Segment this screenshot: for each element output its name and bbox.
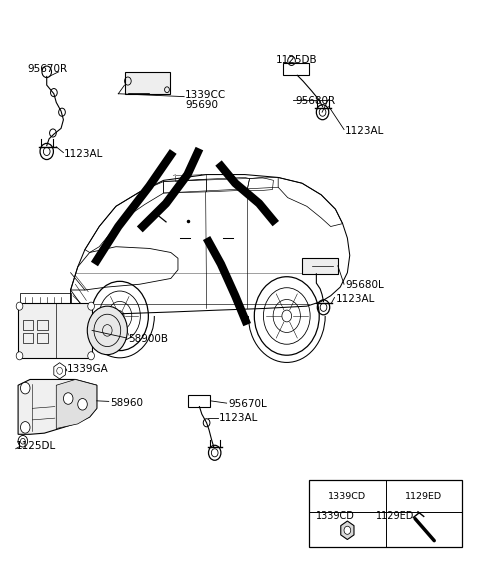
Text: 1129ED: 1129ED — [376, 512, 414, 521]
FancyBboxPatch shape — [302, 258, 338, 274]
Bar — [23, 320, 34, 331]
Text: 1123AL: 1123AL — [63, 150, 103, 160]
Circle shape — [88, 302, 95, 310]
Text: 1125DL: 1125DL — [16, 441, 56, 451]
Circle shape — [63, 393, 73, 404]
Bar — [37, 333, 48, 343]
Circle shape — [18, 436, 28, 447]
Polygon shape — [18, 379, 97, 434]
Text: 1129ED: 1129ED — [405, 492, 442, 501]
FancyBboxPatch shape — [18, 303, 92, 358]
Circle shape — [16, 302, 23, 310]
Text: 1339CC: 1339CC — [185, 90, 227, 100]
FancyBboxPatch shape — [124, 72, 170, 94]
Circle shape — [78, 398, 87, 410]
Text: 58900B: 58900B — [128, 334, 168, 344]
Circle shape — [21, 382, 30, 394]
Circle shape — [87, 306, 127, 354]
Text: 95680R: 95680R — [295, 96, 335, 106]
Polygon shape — [56, 379, 97, 429]
Text: 1123AL: 1123AL — [345, 126, 384, 136]
Circle shape — [344, 526, 351, 534]
Circle shape — [16, 351, 23, 360]
Text: 58960: 58960 — [110, 397, 143, 408]
Text: 1123AL: 1123AL — [218, 413, 258, 423]
Text: 1125DB: 1125DB — [276, 55, 317, 66]
Bar — [37, 320, 48, 331]
Bar — [309, 480, 462, 547]
Circle shape — [88, 351, 95, 360]
Text: 95680L: 95680L — [345, 280, 384, 291]
Text: 1339GA: 1339GA — [67, 364, 109, 374]
Bar — [23, 333, 34, 343]
Text: 95690: 95690 — [185, 100, 218, 110]
Text: 1339CD: 1339CD — [328, 492, 366, 501]
Circle shape — [21, 422, 30, 433]
Text: 1339CD: 1339CD — [316, 512, 355, 521]
Text: 1123AL: 1123AL — [336, 293, 375, 304]
Text: 95670L: 95670L — [228, 399, 267, 409]
Text: 95670R: 95670R — [28, 64, 68, 74]
